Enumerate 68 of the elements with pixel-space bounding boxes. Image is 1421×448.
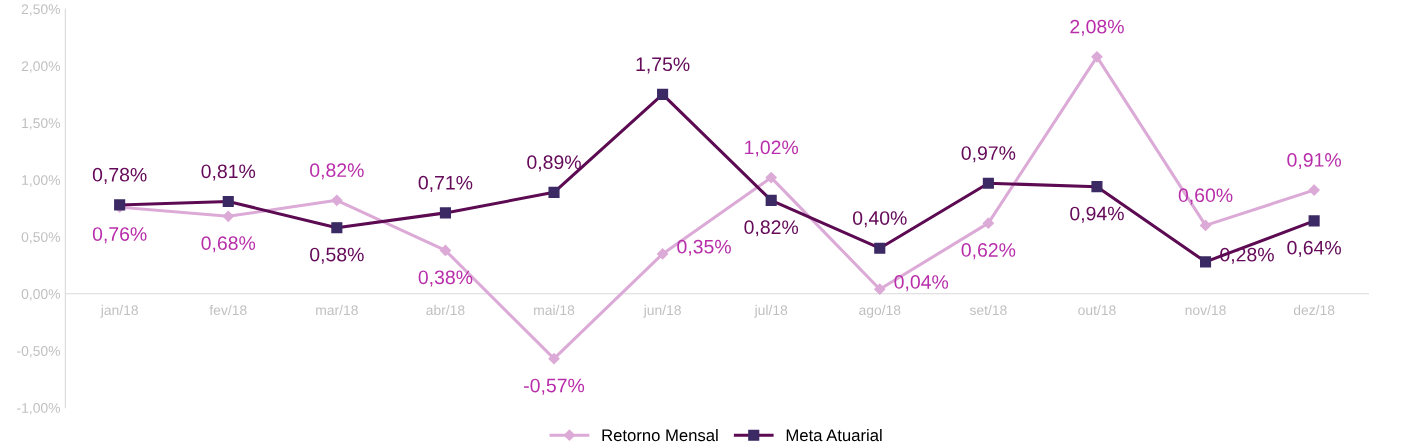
data-label: 0,78% (92, 167, 147, 184)
data-label: 0,62% (961, 243, 1016, 260)
point (657, 88, 669, 100)
data-label: 0,40% (852, 211, 907, 228)
data-label: 0,60% (1178, 188, 1233, 205)
point (1091, 51, 1103, 63)
point (1199, 256, 1212, 268)
point (874, 242, 886, 254)
point (982, 217, 994, 229)
point (982, 177, 994, 189)
point (765, 194, 777, 206)
y-tick-label: 2,50% (21, 4, 61, 16)
data-label: 0,35% (677, 239, 731, 256)
data-label: -0,57% (524, 378, 585, 395)
data-label: 0,58% (310, 247, 364, 264)
x-tick-label: nov/18 (1185, 304, 1226, 316)
x-tick-label: ago/18 (859, 304, 901, 318)
data-label: 0,82% (744, 220, 799, 237)
data-label: 1,02% (745, 140, 799, 157)
data-label: 0,04% (894, 275, 949, 292)
data-label: 0,64% (1287, 240, 1342, 257)
y-tick-label: 1,00% (22, 175, 61, 187)
data-label: 0,38% (418, 270, 473, 287)
data-label: 1,75% (636, 57, 690, 74)
data-label: 0,94% (1070, 206, 1124, 223)
x-tick-label: out/18 (1078, 304, 1116, 316)
y-tick-label: 1,50% (22, 118, 61, 130)
data-label: 0,68% (201, 236, 256, 253)
x-tick-label: mar/18 (316, 304, 358, 316)
point (1308, 184, 1320, 196)
point (439, 244, 452, 257)
point (765, 171, 777, 184)
data-label: 0,76% (92, 227, 147, 244)
data-label: 0,71% (418, 175, 473, 192)
point (1199, 219, 1212, 232)
x-tick-label: set/18 (969, 304, 1007, 316)
y-tick-label: 2,00% (21, 61, 61, 73)
y-tick-label: -0,50% (17, 346, 61, 358)
point (1308, 215, 1320, 227)
data-label: 2,08% (1070, 19, 1124, 36)
point (1091, 181, 1103, 193)
x-tick-label: dez/18 (1293, 304, 1335, 316)
data-label: 0,89% (527, 155, 581, 172)
point (548, 353, 560, 365)
y-tick-label: 0,00% (21, 289, 61, 301)
y-tick-label: 0,50% (21, 232, 61, 244)
legend-label: Meta Atuarial (786, 428, 882, 442)
point (874, 283, 886, 295)
point (331, 222, 343, 234)
point (222, 195, 234, 208)
data-label: 0,28% (1220, 247, 1274, 264)
x-tick-label: fev/18 (209, 304, 247, 316)
point (548, 186, 560, 198)
data-label: 0,82% (310, 163, 364, 180)
x-tick-label: jan/18 (100, 304, 138, 318)
x-tick-label: abr/18 (426, 304, 465, 316)
data-label: 0,97% (961, 146, 1016, 163)
legend-label: Retorno Mensal (602, 428, 718, 442)
data-label: 0,81% (201, 164, 256, 181)
x-tick-label: jul/18 (754, 304, 788, 318)
point (439, 207, 451, 219)
point (222, 210, 234, 222)
point (331, 194, 343, 206)
y-tick-label: -1,00% (17, 403, 61, 415)
data-label: 0,91% (1287, 153, 1342, 170)
x-tick-label: jun/18 (643, 304, 681, 318)
x-tick-label: mai/18 (534, 304, 575, 316)
point (656, 248, 669, 260)
